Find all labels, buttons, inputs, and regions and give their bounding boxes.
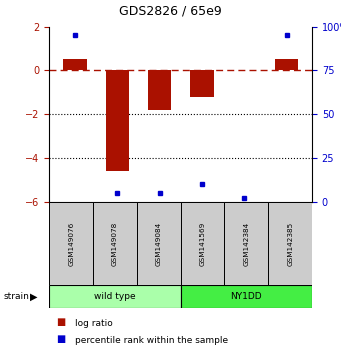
Text: GSM149076: GSM149076 [68, 221, 74, 266]
Bar [49, 285, 181, 308]
Text: percentile rank within the sample: percentile rank within the sample [75, 336, 228, 345]
Text: GSM142384: GSM142384 [243, 221, 249, 266]
Bar [106, 70, 129, 171]
Text: ■: ■ [56, 334, 65, 344]
Bar [49, 202, 93, 285]
Bar [148, 70, 171, 110]
Bar [137, 202, 181, 285]
Text: wild type: wild type [94, 292, 136, 301]
Bar [275, 59, 298, 70]
Bar [63, 59, 87, 70]
Text: GSM149084: GSM149084 [156, 221, 162, 266]
Text: GDS2826 / 65e9: GDS2826 / 65e9 [119, 5, 222, 18]
Text: ■: ■ [56, 318, 65, 327]
Text: log ratio: log ratio [75, 319, 113, 328]
Bar [190, 70, 213, 97]
Bar [93, 202, 137, 285]
Bar [181, 202, 224, 285]
Text: strain: strain [3, 292, 29, 301]
Bar [268, 202, 312, 285]
Text: GSM149078: GSM149078 [112, 221, 118, 266]
Text: NY1DD: NY1DD [231, 292, 262, 301]
Text: GSM141569: GSM141569 [199, 221, 206, 266]
Bar [181, 285, 312, 308]
Text: ▶: ▶ [30, 291, 37, 302]
Bar [224, 202, 268, 285]
Text: GSM142385: GSM142385 [287, 221, 293, 266]
